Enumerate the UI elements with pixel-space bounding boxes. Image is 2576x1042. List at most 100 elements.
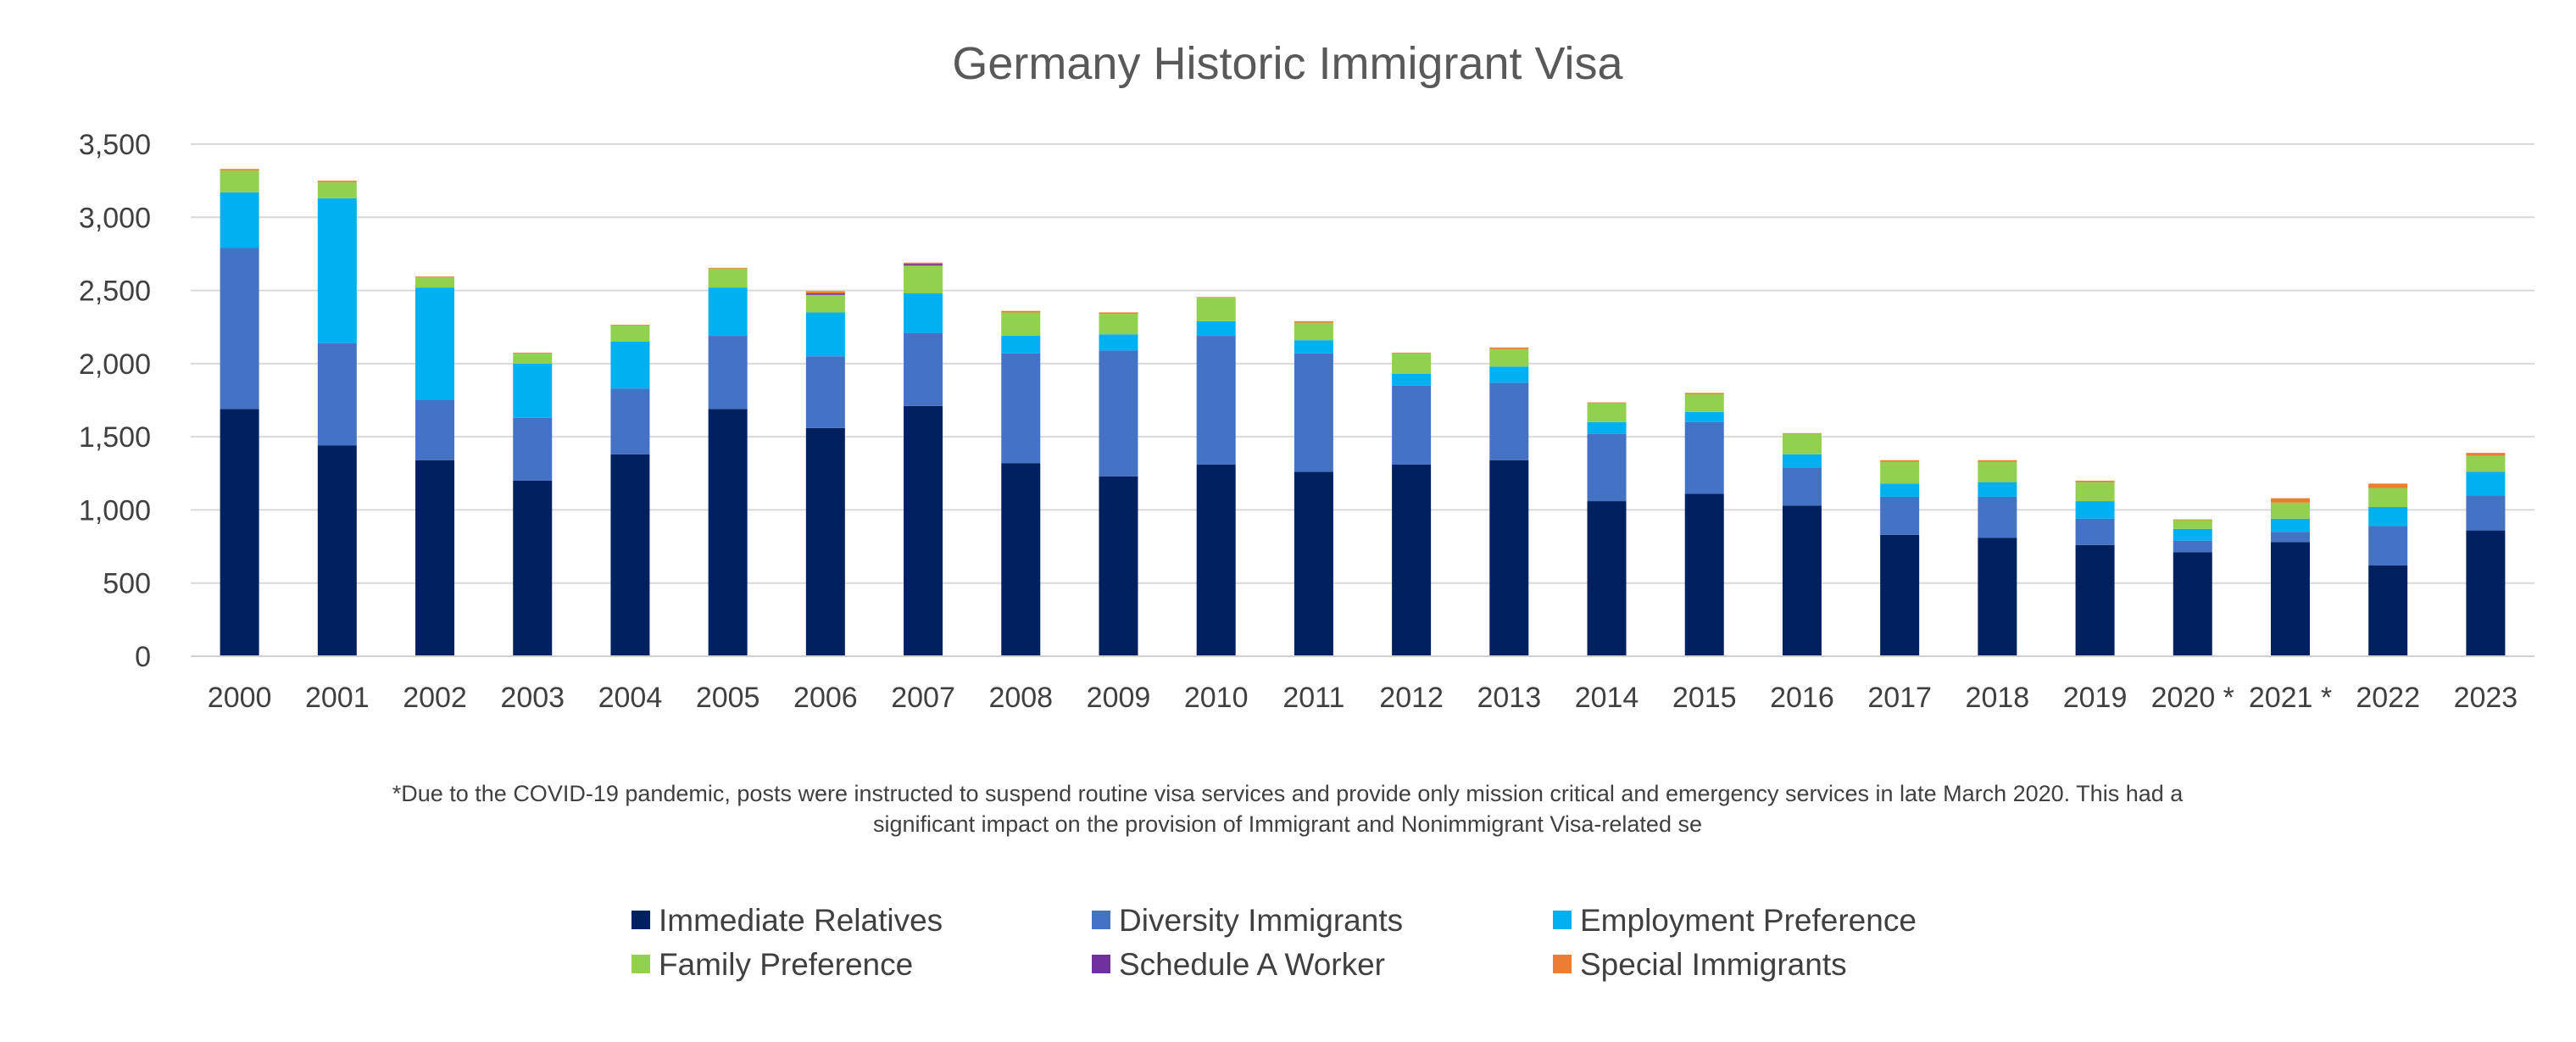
bar-segment <box>1294 320 1333 323</box>
legend-swatch <box>1553 911 1572 929</box>
x-tick-label: 2006 <box>793 682 858 714</box>
bar-segment <box>2173 528 2212 541</box>
bar-segment <box>805 291 845 294</box>
bar-segment <box>904 264 943 266</box>
y-tick-label: 1,000 <box>79 494 151 527</box>
bar-segment <box>415 400 455 460</box>
bar-segment <box>1001 336 1041 354</box>
bar-segment <box>1782 467 1822 506</box>
bar-segment <box>904 265 943 294</box>
x-tick-label: 2002 <box>403 682 467 714</box>
bar-segment <box>220 192 259 248</box>
x-tick-label: 2007 <box>891 682 955 714</box>
bar-segment <box>1684 411 1724 422</box>
bar-segment <box>1587 421 1627 434</box>
bar-segment <box>610 454 650 656</box>
bar-segment <box>2075 501 2115 519</box>
bar-segment <box>1099 312 1138 315</box>
legend-swatch <box>1092 911 1110 929</box>
bar-segment <box>220 409 259 656</box>
y-tick-label: 2,500 <box>79 276 151 308</box>
x-tick-label: 2015 <box>1672 682 1737 714</box>
bar-segment <box>1978 496 2017 538</box>
bar-segment <box>1684 393 1724 395</box>
bar-segment <box>2466 471 2506 496</box>
bar-segment <box>1782 432 1822 434</box>
x-tick-label: 2004 <box>598 682 663 714</box>
bar-segment <box>317 198 357 343</box>
bar-segment <box>1587 403 1627 422</box>
bar-segment <box>708 268 748 288</box>
bar-segment <box>708 409 748 656</box>
x-tick-label: 2016 <box>1770 682 1834 714</box>
legend-label: Schedule A Worker <box>1119 947 1385 982</box>
bar-segment <box>513 417 553 481</box>
bar-segment <box>2270 498 2310 503</box>
bar-segment <box>2075 480 2115 482</box>
bar-segment <box>2270 518 2310 532</box>
x-tick-label: 2022 <box>2356 682 2420 714</box>
bar-segment <box>1294 322 1333 341</box>
bar-segment <box>904 293 943 333</box>
bar-segment <box>220 169 259 171</box>
legend-swatch <box>631 911 650 929</box>
bar-segment <box>805 293 845 295</box>
bar-segment <box>805 294 845 313</box>
bar-segment <box>1782 454 1822 468</box>
bar-segment <box>1294 353 1333 472</box>
bar-segment <box>317 445 357 656</box>
x-tick-label: 2003 <box>500 682 565 714</box>
bar-segment <box>1099 350 1138 476</box>
y-tick-label: 0 <box>135 641 151 673</box>
annotation-line-2: significant impact on the provision of I… <box>873 811 1702 837</box>
x-tick-label: 2009 <box>1087 682 1151 714</box>
bar-segment <box>610 325 650 342</box>
bar-segment <box>2368 526 2408 566</box>
bar-segment <box>1782 433 1822 454</box>
bar-segment <box>1001 353 1041 464</box>
bar-segment <box>1880 496 1920 535</box>
bar-segment <box>1587 402 1627 404</box>
bar-segment <box>220 170 259 192</box>
bar-segment <box>904 405 943 656</box>
bar-segment <box>1880 483 1920 497</box>
bar-segment <box>415 277 455 288</box>
x-tick-label: 2023 <box>2454 682 2518 714</box>
legend-swatch <box>1553 955 1572 973</box>
bar-segment <box>904 262 943 265</box>
bar-segment <box>2075 482 2115 502</box>
x-tick-label: 2008 <box>988 682 1053 714</box>
bar-segment <box>1099 334 1138 351</box>
x-tick-label: 2010 <box>1184 682 1249 714</box>
bar-segment <box>1392 352 1432 354</box>
bar-segment <box>2466 530 2506 656</box>
chart-title: Germany Historic Immigrant Visa <box>952 38 1623 89</box>
x-tick-label: 2005 <box>696 682 760 714</box>
bar-segment <box>2368 506 2408 527</box>
x-tick-label: 2017 <box>1867 682 1932 714</box>
bar-segment <box>1587 501 1627 656</box>
bar-segment <box>1001 310 1041 313</box>
bar-segment <box>2270 502 2310 519</box>
bar-segment <box>1001 463 1041 656</box>
bar-segment <box>708 267 748 269</box>
bar-segment <box>415 276 455 278</box>
y-axis-tick-labels: 0 500 1,000 1,500 2,000 2,500 3,000 3,500 <box>79 129 151 673</box>
bar-segment <box>1880 534 1920 656</box>
bar-segment <box>513 363 553 418</box>
legend-label: Immediate Relatives <box>659 903 943 938</box>
x-tick-label: 2014 <box>1575 682 1639 714</box>
bar-segment <box>1978 482 2017 497</box>
bar-segment <box>1392 464 1432 656</box>
x-tick-label: 2019 <box>2063 682 2128 714</box>
bar-segment <box>1489 347 1529 349</box>
x-tick-label: 2018 <box>1966 682 2030 714</box>
bar-segment <box>2075 518 2115 545</box>
x-tick-label: 2012 <box>1379 682 1444 714</box>
bar-segment <box>1392 353 1432 374</box>
bar-segment <box>1978 460 2017 462</box>
legend: Immediate Relatives Diversity Immigrants E… <box>631 903 1917 982</box>
bar-segment <box>1196 464 1236 656</box>
bar-segment <box>1782 505 1822 656</box>
